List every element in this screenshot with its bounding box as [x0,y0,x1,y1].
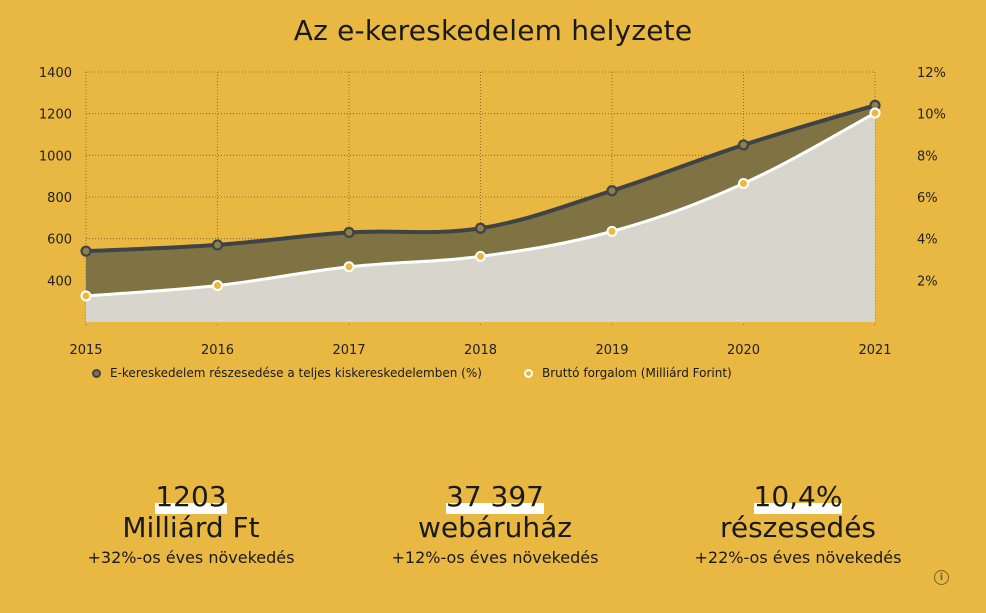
x-tick-label: 2018 [464,343,497,358]
y-left-tick-label: 600 [47,233,72,248]
stat-unit: webáruház [418,511,572,544]
y-right-tick-label: 4% [917,233,938,248]
turnover-point[interactable] [606,225,618,237]
x-tick-label: 2020 [727,343,760,358]
y-left-tick-label: 1000 [39,149,72,164]
chart-points [80,99,881,302]
legend-dot-dark-icon [92,368,101,378]
x-tick-label: 2019 [595,343,628,358]
legend-dot-light-icon [524,368,533,378]
share-point[interactable] [474,222,487,234]
turnover-point[interactable] [869,107,881,119]
chart-areas [86,105,875,323]
chart-title: Az e-kereskedelem helyzete [293,14,693,47]
area-chart: 2015 2016 2017 2018 2019 2020 2021 400 600 800 100… [39,66,946,358]
turnover-point[interactable] [738,177,749,189]
y-left-tick-label: 1200 [39,108,72,123]
info-icon[interactable]: i [934,570,949,585]
share-point[interactable] [80,245,92,257]
stat-unit: Milliárd Ft [122,511,260,544]
share-point[interactable] [211,239,224,251]
y-right-tick-label: 10% [917,108,946,123]
stat-growth: +32%-os éves növekedés [87,548,295,567]
turnover-area [86,113,875,323]
x-tick-label: 2015 [69,343,102,358]
turnover-point[interactable] [475,250,486,262]
y-right-tick-label: 8% [917,149,938,164]
stat-growth: +22%-os éves növekedés [694,548,902,567]
y-left-tick-label: 400 [47,274,72,289]
y-right-tick-label: 12% [917,66,946,81]
stat-share: 10,4% részesedés +22%-os éves növekedés [648,480,948,568]
legend-item-turnover[interactable]: Bruttó forgalom (Milliárd Forint) [524,366,732,380]
y-right-tick-label: 6% [917,191,938,206]
share-point[interactable] [343,226,355,239]
legend-item-share[interactable]: E-kereskedelem részesedése a teljes kisk… [92,366,482,380]
share-point[interactable] [737,139,750,151]
legend-label-turnover: Bruttó forgalom (Milliárd Forint) [542,366,732,380]
stat-turnover: 1203 Milliárd Ft +32%-os éves növekedés [41,480,341,568]
turnover-point[interactable] [343,261,355,273]
stat-unit: részesedés [719,511,877,544]
legend-label-share: E-kereskedelem részesedése a teljes kisk… [110,366,482,380]
stat-value: 37 397 [446,480,544,514]
y-right-tick-label: 2% [917,274,938,289]
stat-value: 10,4% [753,480,843,514]
x-tick-label: 2016 [201,343,234,358]
x-tick-label: 2017 [332,343,365,358]
y-left-tick-label: 1400 [39,66,72,81]
axis-ticks: 2015 2016 2017 2018 2019 2020 2021 400 600 800 100… [39,66,946,358]
x-tick-label: 2021 [858,343,891,358]
turnover-point[interactable] [212,280,223,292]
turnover-point[interactable] [80,290,92,302]
stat-value: 1203 [155,480,227,514]
stat-growth: +12%-os éves növekedés [391,548,599,567]
share-point[interactable] [606,185,618,197]
y-left-tick-label: 800 [47,191,72,206]
stat-webshops: 37 397 webáruház +12%-os éves növekedés [345,480,645,568]
